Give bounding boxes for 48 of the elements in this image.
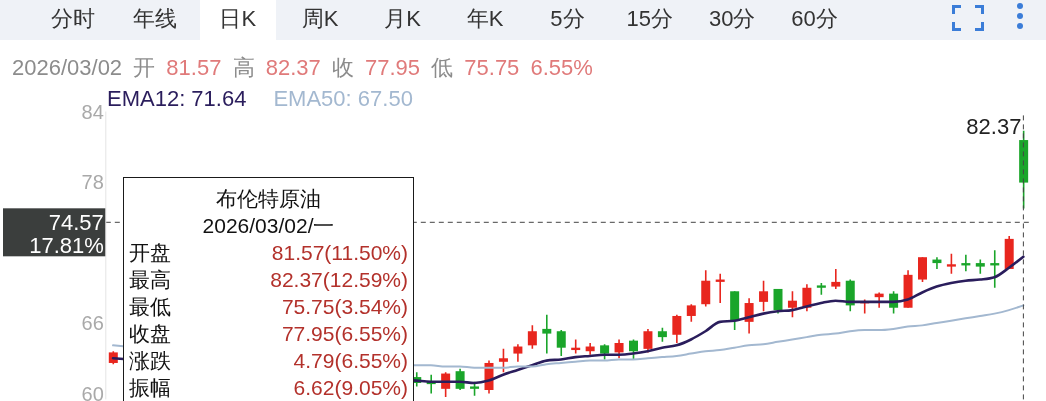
annotation: 2026/03/02/一 — [202, 214, 335, 237]
annotation: 81.57(11.50%) — [271, 241, 408, 264]
text: 日K — [219, 6, 257, 31]
annotation: 振幅 — [129, 376, 171, 399]
annotation: 最高 — [129, 268, 171, 291]
candlestick — [556, 329, 566, 357]
text: 2026/03/02 开 81.57 高 82.37 收 77.95 低 75.75 6.55% — [12, 55, 593, 80]
text: 分时 — [51, 6, 95, 31]
text: 年线 — [133, 6, 178, 31]
annotation: 布伦特原油 — [216, 187, 321, 210]
candlestick — [773, 288, 783, 315]
annotation: 最低 — [129, 295, 171, 318]
candlestick — [498, 348, 508, 374]
candlestick — [542, 313, 552, 355]
annotation: 77.95(6.55%) — [281, 322, 408, 345]
text: 60分 — [791, 6, 838, 31]
annotation: 4.79(6.55%) — [293, 349, 408, 372]
y-tick-label: 78 — [81, 171, 104, 194]
annotation: 6.62(9.05%) — [293, 376, 408, 399]
text: 17.81% — [29, 232, 104, 258]
text: 30分 — [708, 6, 756, 31]
text: 5分 — [550, 6, 585, 31]
annotation: 涨跌 — [129, 349, 171, 372]
candlestick — [701, 269, 711, 308]
y-tick-label: 60 — [81, 382, 104, 401]
annotation: 82.37(12.59%) — [270, 268, 408, 291]
annotation: 开盘 — [129, 241, 171, 264]
candlestick — [946, 252, 956, 275]
candlestick — [787, 290, 797, 318]
candlestick — [759, 279, 769, 313]
text: 月K — [384, 6, 421, 31]
y-tick-label: 66 — [81, 312, 104, 335]
candlestick — [629, 338, 638, 361]
candlestick — [527, 324, 537, 350]
text: EMA50: 67.50 — [273, 86, 413, 111]
annotation: 75.75(3.54%) — [281, 295, 408, 318]
text: 年K — [466, 6, 504, 31]
text: 周K — [301, 6, 339, 31]
annotation: 收盘 — [129, 322, 171, 345]
ref-line-label: 74.57 — [48, 209, 104, 235]
text: EMA12: 71.64 — [107, 86, 247, 111]
text: 15分 — [626, 6, 674, 31]
candlestick — [918, 256, 927, 283]
candlestick — [672, 313, 682, 344]
candlestick — [614, 338, 624, 360]
annotation: 82.37 — [966, 113, 1022, 139]
y-tick-label: 84 — [81, 100, 104, 123]
candlestick — [831, 268, 841, 290]
